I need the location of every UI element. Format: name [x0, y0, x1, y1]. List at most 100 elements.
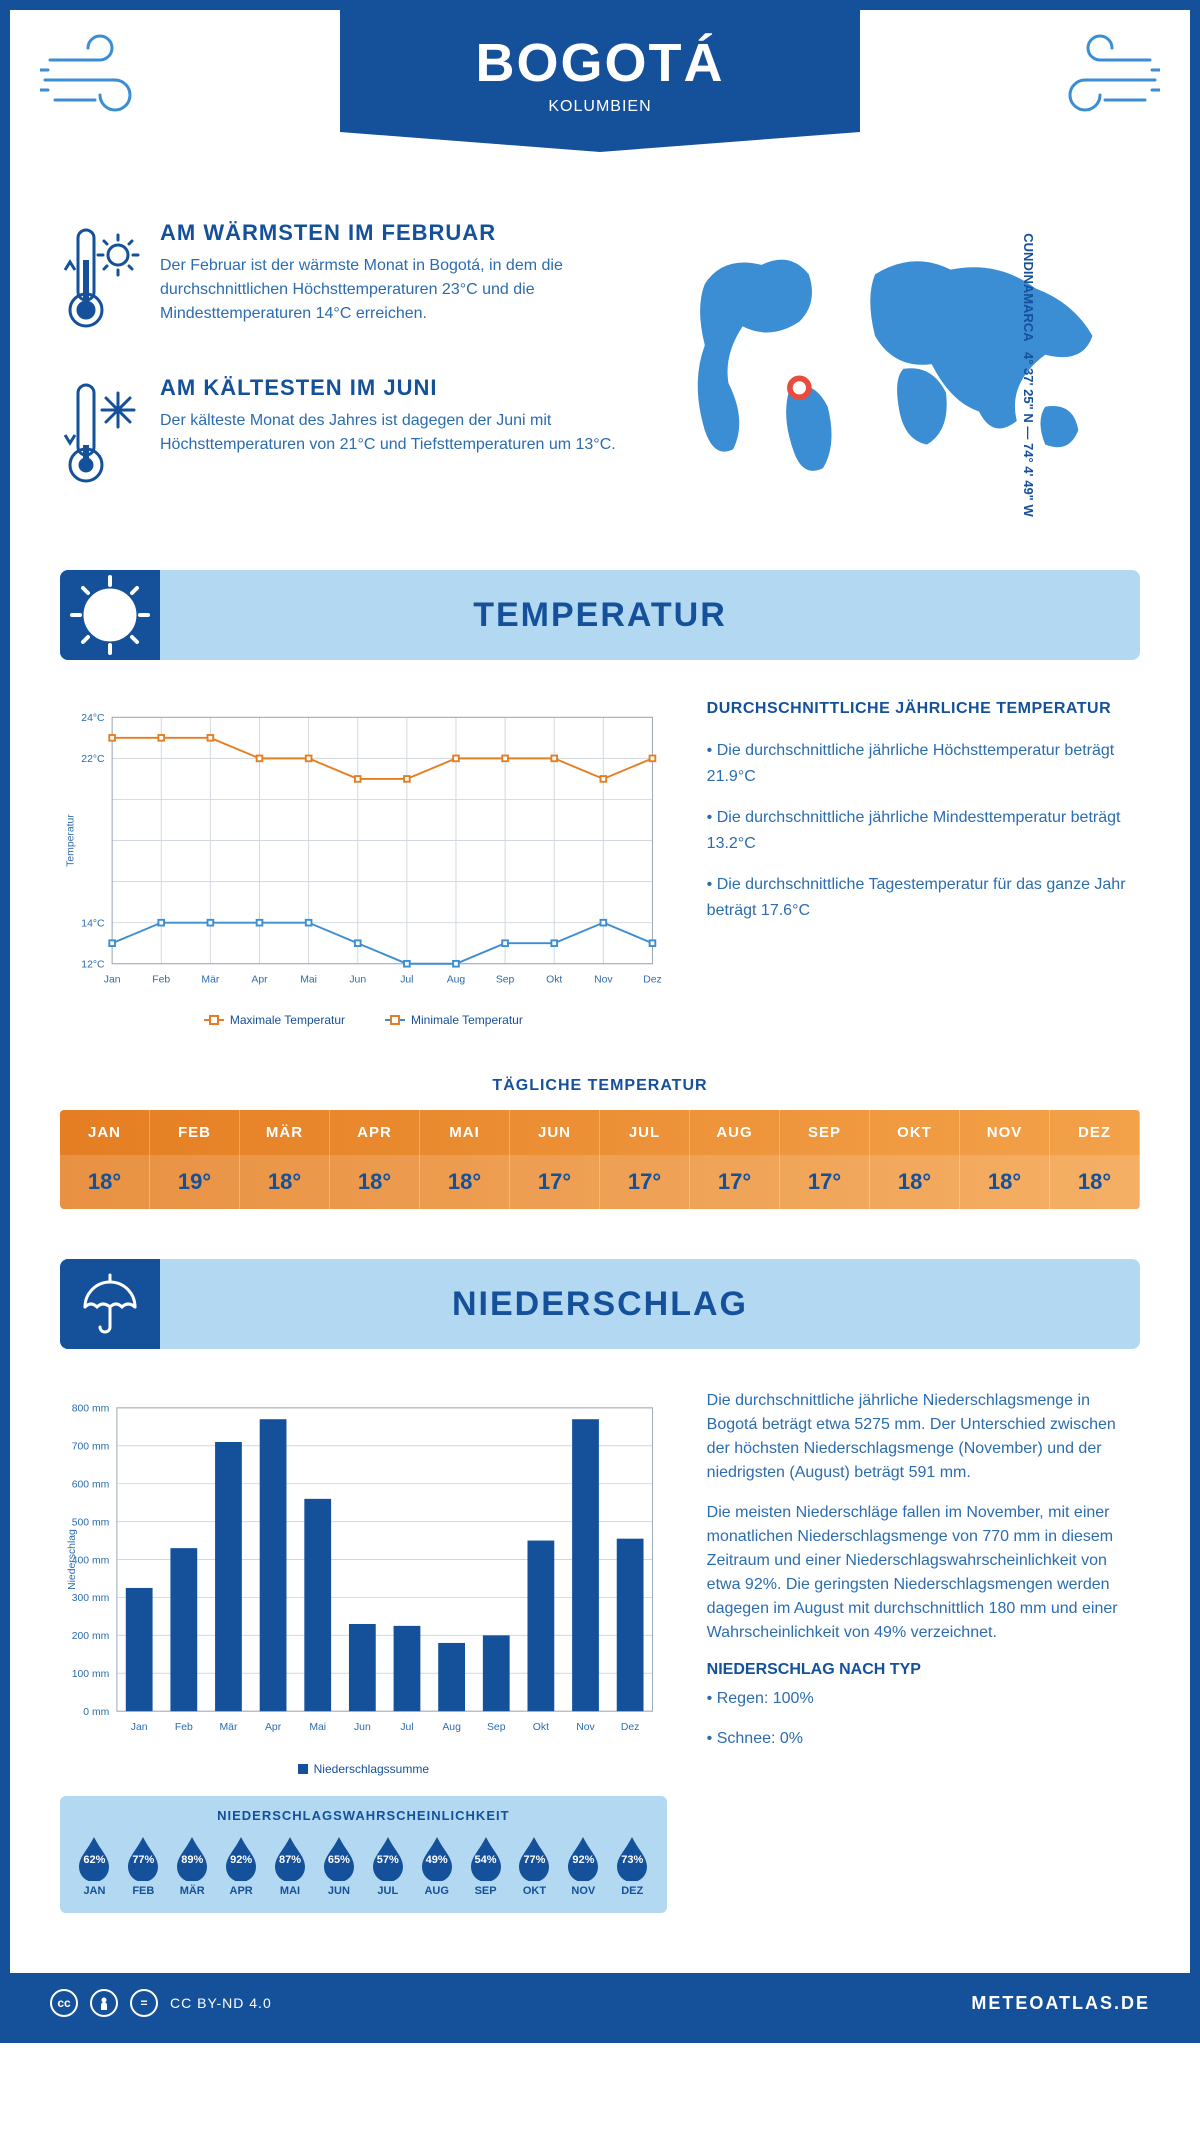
warmest-block: AM WÄRMSTEN IM FEBRUAR Der Februar ist d…	[60, 220, 627, 345]
city-title: BOGOTÁ	[340, 32, 860, 94]
raindrop-icon: 77%	[515, 1835, 553, 1881]
svg-text:Sep: Sep	[487, 1722, 506, 1733]
section-bar-temperature: TEMPERATUR	[60, 570, 1140, 660]
probability-item: 92% NOV	[559, 1835, 608, 1897]
table-value-cell: 17°	[780, 1155, 870, 1209]
table-value-cell: 18°	[60, 1155, 150, 1209]
svg-text:Jan: Jan	[104, 975, 121, 986]
site-name: METEOATLAS.DE	[971, 1993, 1150, 2014]
table-header-cell: DEZ	[1050, 1110, 1140, 1155]
svg-text:Feb: Feb	[152, 975, 170, 986]
temperature-line-chart: 12°C14°C22°C24°CJanFebMärAprMaiJunJulAug…	[60, 700, 667, 1027]
raindrop-icon: 87%	[271, 1835, 309, 1881]
table-header-cell: FEB	[150, 1110, 240, 1155]
raindrop-icon: 49%	[418, 1835, 456, 1881]
raindrop-icon: 92%	[564, 1835, 602, 1881]
svg-text:Niederschlag: Niederschlag	[67, 1529, 78, 1590]
svg-text:100 mm: 100 mm	[72, 1669, 110, 1680]
license-text: CC BY-ND 4.0	[170, 1995, 272, 2011]
table-value-cell: 17°	[600, 1155, 690, 1209]
raindrop-icon: 89%	[173, 1835, 211, 1881]
table-value-cell: 17°	[690, 1155, 780, 1209]
precipitation-description: Die durchschnittliche jährliche Niedersc…	[707, 1389, 1140, 1913]
title-banner: BOGOTÁ KOLUMBIEN	[340, 10, 860, 132]
probability-item: 62% JAN	[70, 1835, 119, 1897]
svg-text:Apr: Apr	[251, 975, 268, 986]
coordinates-label: CUNDINAMARCA 4° 37' 25" N — 74° 4' 49" W	[1021, 233, 1036, 516]
svg-text:Sep: Sep	[496, 975, 515, 986]
probability-item: 87% MAI	[266, 1835, 315, 1897]
table-value-cell: 18°	[240, 1155, 330, 1209]
coldest-block: AM KÄLTESTEN IM JUNI Der kälteste Monat …	[60, 375, 627, 500]
chart-legend: .legend-swatch:nth-child(1)::after{borde…	[60, 1013, 667, 1027]
table-header-cell: JUL	[600, 1110, 690, 1155]
svg-text:24°C: 24°C	[81, 713, 105, 724]
raindrop-icon: 92%	[222, 1835, 260, 1881]
thermometer-cold-icon	[60, 375, 140, 500]
svg-text:Mär: Mär	[219, 1722, 237, 1733]
svg-text:22°C: 22°C	[81, 754, 105, 765]
svg-text:12°C: 12°C	[81, 960, 105, 971]
svg-text:Jan: Jan	[131, 1722, 148, 1733]
table-value-cell: 18°	[870, 1155, 960, 1209]
section-title-temperature: TEMPERATUR	[473, 596, 727, 635]
svg-text:Mai: Mai	[300, 975, 317, 986]
svg-text:200 mm: 200 mm	[72, 1631, 110, 1642]
table-header-cell: OKT	[870, 1110, 960, 1155]
table-value-cell: 17°	[510, 1155, 600, 1209]
svg-text:Aug: Aug	[447, 975, 466, 986]
location-marker-icon	[790, 378, 809, 397]
by-icon	[90, 1989, 118, 2017]
svg-text:Nov: Nov	[576, 1722, 595, 1733]
probability-item: 92% APR	[217, 1835, 266, 1897]
sun-icon	[60, 570, 160, 660]
footer: cc = CC BY-ND 4.0 METEOATLAS.DE	[10, 1973, 1190, 2033]
svg-text:500 mm: 500 mm	[72, 1517, 110, 1528]
intro-section: AM WÄRMSTEN IM FEBRUAR Der Februar ist d…	[10, 190, 1190, 570]
raindrop-icon: 62%	[75, 1835, 113, 1881]
coldest-title: AM KÄLTESTEN IM JUNI	[160, 375, 627, 401]
raindrop-icon: 73%	[613, 1835, 651, 1881]
cc-icon: cc	[50, 1989, 78, 2017]
svg-text:Okt: Okt	[533, 1722, 549, 1733]
daily-temp-title: TÄGLICHE TEMPERATUR	[10, 1077, 1190, 1095]
table-value-cell: 18°	[420, 1155, 510, 1209]
table-header-cell: JAN	[60, 1110, 150, 1155]
country-subtitle: KOLUMBIEN	[340, 98, 860, 116]
table-header-cell: JUN	[510, 1110, 600, 1155]
svg-text:Nov: Nov	[594, 975, 613, 986]
svg-text:Okt: Okt	[546, 975, 562, 986]
probability-item: 54% SEP	[461, 1835, 510, 1897]
header: BOGOTÁ KOLUMBIEN	[10, 10, 1190, 190]
svg-text:Mär: Mär	[201, 975, 219, 986]
svg-text:Dez: Dez	[643, 975, 662, 986]
section-title-precipitation: NIEDERSCHLAG	[452, 1285, 748, 1324]
table-header-cell: NOV	[960, 1110, 1050, 1155]
svg-text:600 mm: 600 mm	[72, 1479, 110, 1490]
wind-icon	[1040, 30, 1160, 125]
raindrop-icon: 57%	[369, 1835, 407, 1881]
svg-text:Feb: Feb	[175, 1722, 193, 1733]
svg-text:14°C: 14°C	[81, 918, 105, 929]
svg-text:Jun: Jun	[354, 1722, 371, 1733]
table-value-cell: 19°	[150, 1155, 240, 1209]
table-header-cell: AUG	[690, 1110, 780, 1155]
probability-item: 77% FEB	[119, 1835, 168, 1897]
coldest-text: Der kälteste Monat des Jahres ist dagege…	[160, 409, 627, 457]
probability-item: 89% MÄR	[168, 1835, 217, 1897]
probability-item: 57% JUL	[363, 1835, 412, 1897]
temperature-description: DURCHSCHNITTLICHE JÄHRLICHE TEMPERATUR •…	[707, 700, 1140, 1027]
table-header-cell: APR	[330, 1110, 420, 1155]
svg-text:Jul: Jul	[400, 1722, 413, 1733]
probability-item: 65% JUN	[314, 1835, 363, 1897]
raindrop-icon: 54%	[467, 1835, 505, 1881]
raindrop-icon: 77%	[124, 1835, 162, 1881]
nd-icon: =	[130, 1989, 158, 2017]
svg-text:Dez: Dez	[621, 1722, 640, 1733]
probability-item: 77% OKT	[510, 1835, 559, 1897]
umbrella-icon	[60, 1259, 160, 1349]
svg-text:Apr: Apr	[265, 1722, 282, 1733]
probability-item: 73% DEZ	[608, 1835, 657, 1897]
daily-temperature-table: JANFEBMÄRAPRMAIJUNJULAUGSEPOKTNOVDEZ 18°…	[60, 1110, 1140, 1209]
world-map-box: CUNDINAMARCA 4° 37' 25" N — 74° 4' 49" W	[667, 220, 1140, 530]
